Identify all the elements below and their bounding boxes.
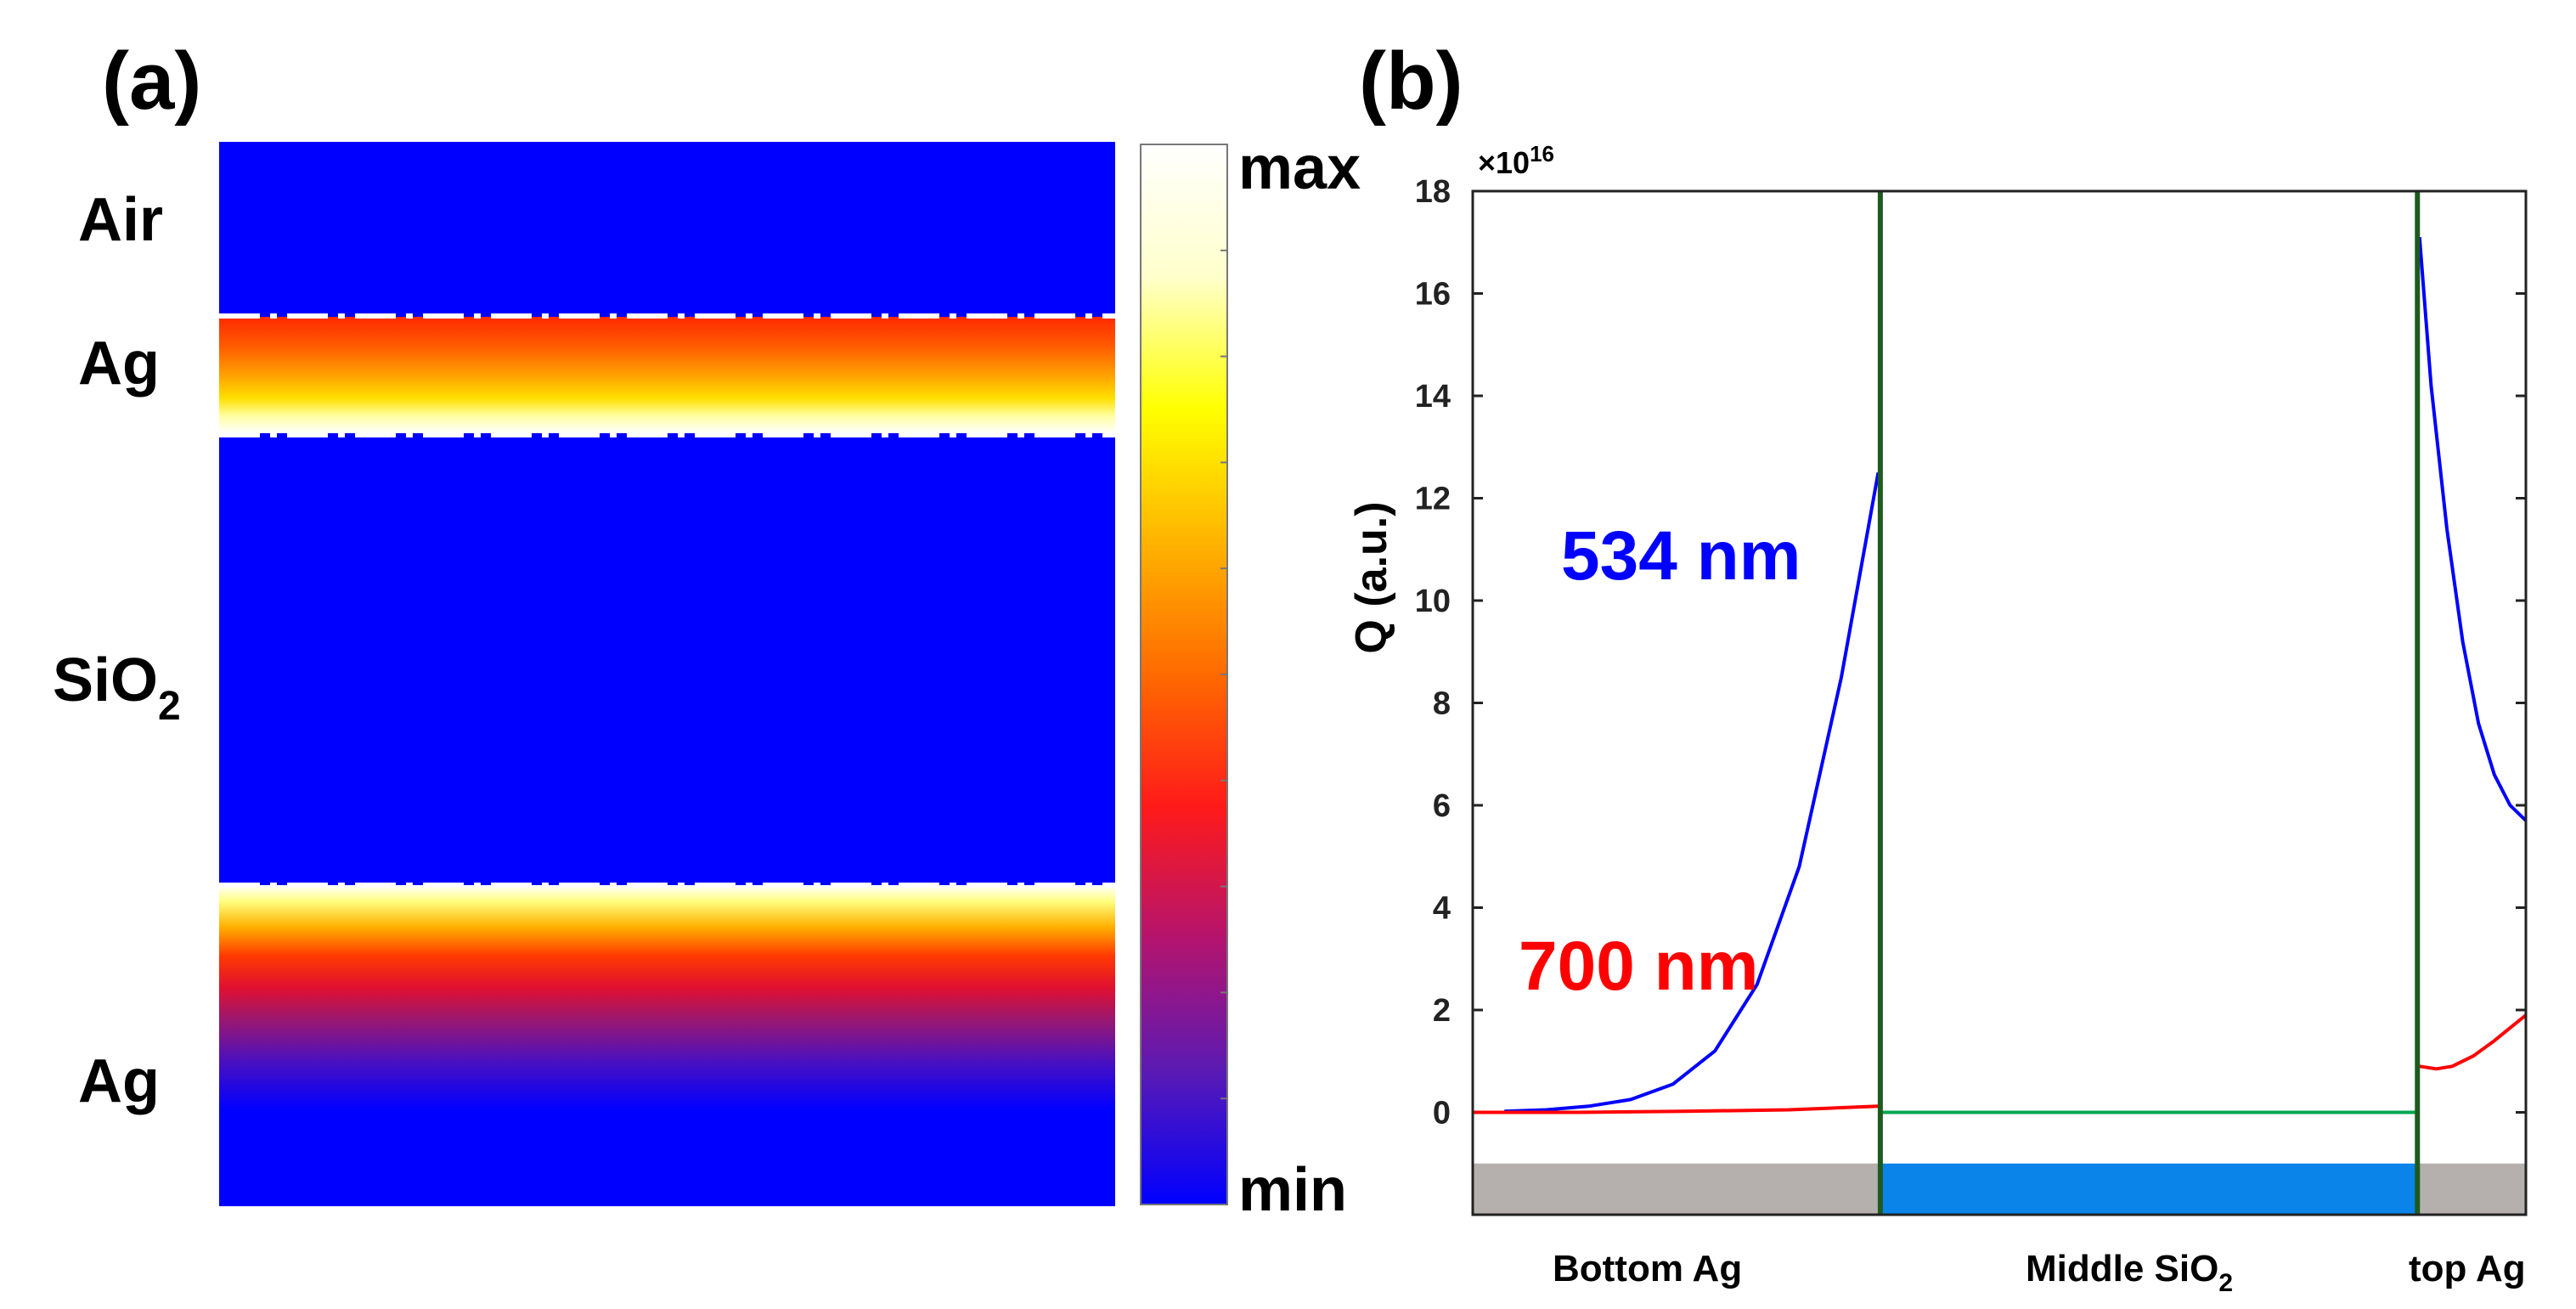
colorbar-ticks	[1220, 249, 1227, 1100]
colorbar: max min	[1140, 134, 1361, 1224]
region-bar-top-ag	[2417, 1163, 2526, 1215]
layer-label-top-ag: Ag	[78, 330, 160, 398]
y-tick-label: 6	[1433, 788, 1451, 824]
y-tick-label: 18	[1415, 174, 1451, 210]
region-label-bottom-ag: Bottom Ag	[1553, 1248, 1742, 1289]
colorbar-min-label: min	[1238, 1156, 1347, 1224]
y-tick-label: 4	[1433, 891, 1451, 927]
y-multiplier-exponent: 16	[1530, 141, 1554, 166]
y-tick-label: 16	[1415, 277, 1451, 313]
bottom-ag-layer-field	[219, 885, 1115, 1206]
region-bar-bottom-ag	[1473, 1163, 1880, 1215]
series-layer	[1473, 237, 2528, 1114]
region-label-middle-subscript: 2	[2218, 1269, 2233, 1297]
y-tick-label: 2	[1433, 993, 1451, 1029]
annotation-700nm: 700 nm	[1519, 928, 1759, 1005]
region-bar-middle-sio2	[1880, 1163, 2418, 1215]
series-line-700-nm-bottom-ag	[1473, 1104, 1879, 1114]
colorbar-max-label: max	[1238, 134, 1361, 202]
series-line-534-nm-top-ag	[2417, 237, 2528, 822]
series-line-700-nm-top-ag	[2419, 1013, 2528, 1071]
y-tick-label: 0	[1433, 1096, 1451, 1131]
y-tick-label: 10	[1415, 584, 1451, 619]
panel-a: (a) Air Ag SiO2 Ag max min	[53, 36, 1361, 1224]
colorbar-bar	[1140, 144, 1228, 1205]
layer-label-bottom-ag: Ag	[78, 1047, 160, 1115]
top-ag-layer-field	[219, 317, 1115, 433]
y-axis-multiplier: ×1016	[1478, 141, 1554, 180]
series-line-534-nm-bottom-ag	[1504, 472, 1880, 1114]
region-label-middle-base: Middle SiO	[2026, 1248, 2218, 1289]
y-tick-label: 14	[1415, 379, 1451, 415]
layer-label-sio2: SiO2	[53, 646, 181, 729]
layer-label-sio2-base: SiO	[53, 646, 158, 714]
y-tick-label: 12	[1415, 482, 1451, 517]
annotation-534nm: 534 nm	[1561, 517, 1801, 595]
y-multiplier-base: ×10	[1478, 145, 1530, 180]
y-axis-ticks: 0 2 4 6 8 10 12 14 16 18	[1415, 174, 2526, 1131]
y-tick-label: 8	[1433, 686, 1451, 722]
plot-area: 0 2 4 6 8 10 12 14 16 18	[1415, 174, 2528, 1216]
layer-label-air: Air	[78, 186, 163, 254]
axes-frame	[1471, 189, 2528, 1216]
region-bars	[1473, 1163, 2526, 1215]
panel-b-label: (b)	[1359, 36, 1463, 127]
boundary-lines	[1877, 191, 2421, 1215]
layer-label-sio2-subscript: 2	[158, 684, 181, 729]
region-label-middle-sio2: Middle SiO2	[2026, 1248, 2233, 1297]
y-axis-label: Q (a.u.)	[1347, 501, 1396, 653]
region-label-top-ag: top Ag	[2409, 1248, 2526, 1289]
panel-a-label: (a)	[102, 36, 201, 127]
field-map	[219, 142, 1115, 1206]
